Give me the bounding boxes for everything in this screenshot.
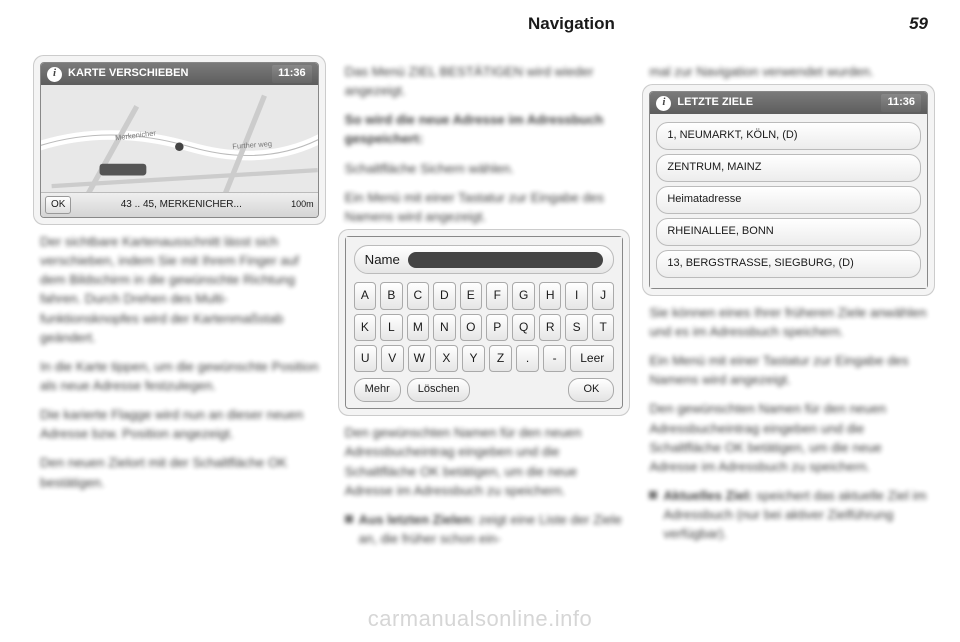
kb-key-d[interactable]: D xyxy=(433,282,455,309)
col3-p3: Den gewünschten Namen für den neuen Adre… xyxy=(649,399,928,476)
col1-p2: In die Karte tippen, um die ge­wünschte … xyxy=(40,357,319,395)
kb-key-t[interactable]: T xyxy=(592,314,614,341)
list-item[interactable]: Heimatadresse xyxy=(656,186,921,214)
bullet-icon xyxy=(345,515,353,523)
column-3: mal zur Navigation verwendet wur­den. i … xyxy=(649,62,928,586)
kb-key-j[interactable]: J xyxy=(592,282,614,309)
kb-key-k[interactable]: K xyxy=(354,314,376,341)
kb-key-o[interactable]: O xyxy=(460,314,482,341)
kb-delete-button[interactable]: Löschen xyxy=(407,378,471,402)
col2-bullet: Aus letzten Zielen: zeigt eine Liste der… xyxy=(345,510,624,548)
col3-p0: mal zur Navigation verwendet wur­den. xyxy=(649,62,928,81)
kb-key-f[interactable]: F xyxy=(486,282,508,309)
kb-more-button[interactable]: Mehr xyxy=(354,378,401,402)
keyboard-screenshot: Name ABCDEFGHIJ KLMNOPQRST UVWXYZ.-Leer Me… xyxy=(345,236,624,409)
info-icon: i xyxy=(656,96,671,111)
clock: 11:36 xyxy=(272,65,312,83)
col1-p1: Der sichtbare Kartenausschnitt lässt sic… xyxy=(40,232,319,347)
kb-key-b[interactable]: B xyxy=(380,282,402,309)
kb-key-s[interactable]: S xyxy=(565,314,587,341)
kb-key-g[interactable]: G xyxy=(512,282,534,309)
list-item[interactable]: ZENTRUM, MAINZ xyxy=(656,154,921,182)
list-screenshot: i LETZTE ZIELE 11:36 1, NEUMARKT, KÖLN, … xyxy=(649,91,928,289)
bullet-icon xyxy=(649,491,657,499)
kb-key-h[interactable]: H xyxy=(539,282,561,309)
kb-key-v[interactable]: V xyxy=(381,345,404,372)
kb-key-p[interactable]: P xyxy=(486,314,508,341)
kb-key-n[interactable]: N xyxy=(433,314,455,341)
col1-p3: Die karierte Flagge wird nun an die­ser … xyxy=(40,405,319,443)
kb-ok-button[interactable]: OK xyxy=(568,378,614,402)
map-scale: 100m xyxy=(291,198,314,211)
list-item[interactable]: 13, BERGSTRASSE, SIEGBURG, (D) xyxy=(656,250,921,278)
map-svg: Merkenicher Further weg xyxy=(41,85,318,193)
kb-key-a[interactable]: A xyxy=(354,282,376,309)
kb-key-r[interactable]: R xyxy=(539,314,561,341)
kb-key-i[interactable]: I xyxy=(565,282,587,309)
kb-key-.[interactable]: . xyxy=(516,345,539,372)
name-field[interactable] xyxy=(408,252,603,268)
map-address: 43 .. 45, MERKENICHER... xyxy=(77,198,285,213)
kb-key-z[interactable]: Z xyxy=(489,345,512,372)
col3-p2: Ein Menü mit einer Tastatur zur Eingabe … xyxy=(649,351,928,389)
page-number: 59 xyxy=(909,14,928,34)
kb-key-leer[interactable]: Leer xyxy=(570,345,614,372)
kb-key-w[interactable]: W xyxy=(408,345,431,372)
kb-key-u[interactable]: U xyxy=(354,345,377,372)
list-item[interactable]: RHEINALLEE, BONN xyxy=(656,218,921,246)
map-screenshot: i KARTE VERSCHIEBEN 11:36 Merkenicher Fu… xyxy=(40,62,319,218)
col2-p2: So wird die neue Adresse im Adressbuch g… xyxy=(345,110,624,148)
col3-p1: Sie können eines Ihrer früheren Ziele an… xyxy=(649,303,928,341)
name-label: Name xyxy=(365,250,400,269)
col1-p4: Den neuen Zielort mit der Schalt­fläche … xyxy=(40,453,319,491)
kb-key-m[interactable]: M xyxy=(407,314,429,341)
col2-p5: Den gewünschten Namen für den neuen Adre… xyxy=(345,423,624,500)
map-title: KARTE VERSCHIEBEN xyxy=(68,66,188,82)
info-icon: i xyxy=(47,67,62,82)
kb-key-l[interactable]: L xyxy=(380,314,402,341)
watermark: carmanualsonline.info xyxy=(0,606,960,632)
ok-button[interactable]: OK xyxy=(45,196,71,215)
section-title: Navigation xyxy=(528,14,615,34)
col2-p3: Schaltfläche Sichern wählen. xyxy=(345,159,624,178)
col3-bullet: Aktuelles Ziel: speichert das aktu­elle … xyxy=(649,486,928,543)
clock: 11:36 xyxy=(881,94,921,112)
kb-key-y[interactable]: Y xyxy=(462,345,485,372)
column-1: i KARTE VERSCHIEBEN 11:36 Merkenicher Fu… xyxy=(40,62,319,586)
col2-p4: Ein Menü mit einer Tastatur zur Eingabe … xyxy=(345,188,624,226)
list-item[interactable]: 1, NEUMARKT, KÖLN, (D) xyxy=(656,122,921,150)
col2-p1: Das Menü ZIEL BESTÄTIGEN wird wieder ang… xyxy=(345,62,624,100)
list-title: LETZTE ZIELE xyxy=(677,95,753,111)
kb-key--[interactable]: - xyxy=(543,345,566,372)
kb-key-q[interactable]: Q xyxy=(512,314,534,341)
kb-key-c[interactable]: C xyxy=(407,282,429,309)
kb-key-e[interactable]: E xyxy=(460,282,482,309)
kb-key-x[interactable]: X xyxy=(435,345,458,372)
column-2: Das Menü ZIEL BESTÄTIGEN wird wieder ang… xyxy=(345,62,624,586)
